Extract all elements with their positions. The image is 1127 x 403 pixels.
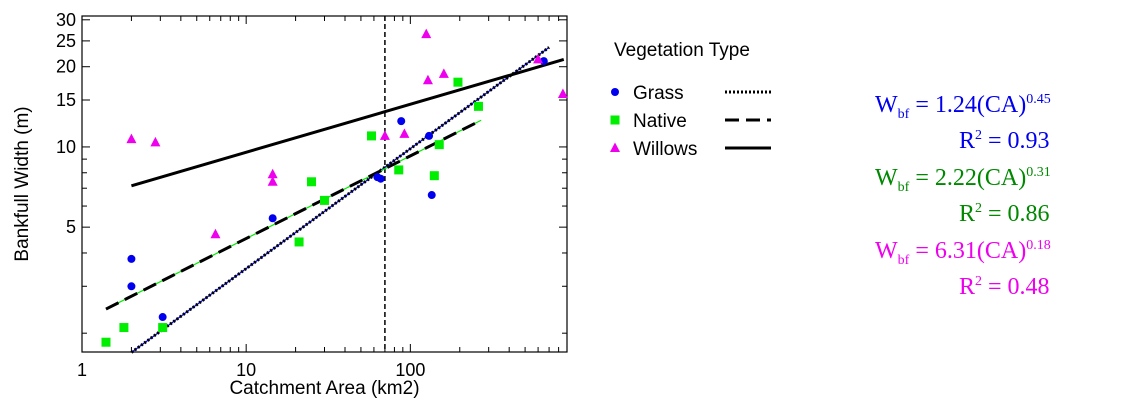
data-point-willows xyxy=(379,130,390,140)
fit-line-native xyxy=(105,118,482,311)
data-point-grass xyxy=(268,214,277,223)
legend-label-native: Native xyxy=(633,111,687,132)
data-point-willows xyxy=(438,68,449,78)
data-point-native xyxy=(294,237,304,247)
data-point-grass xyxy=(376,174,385,183)
data-point-willows xyxy=(267,176,278,186)
data-point-native xyxy=(119,323,129,333)
data-point-native xyxy=(473,101,483,111)
equation-grass: Wbf = 1.24(CA)0.45 xyxy=(875,92,1051,122)
r-squared-native: R2 = 0.86 xyxy=(959,201,1050,227)
equation-willows: Wbf = 6.31(CA)0.18 xyxy=(875,238,1051,268)
data-point-willows xyxy=(399,128,410,138)
data-point-native xyxy=(158,323,168,333)
legend-marker-grass xyxy=(611,88,619,96)
x-tick-label: 10 xyxy=(236,360,256,380)
data-point-willows xyxy=(126,133,137,144)
y-axis-label: Bankfull Width (m) xyxy=(12,106,33,261)
y-tick-label: 5 xyxy=(66,217,76,237)
data-point-native xyxy=(394,165,404,175)
data-point-willows xyxy=(267,168,278,179)
data-point-native xyxy=(434,140,444,150)
data-point-grass xyxy=(397,117,406,126)
data-point-grass xyxy=(127,282,136,291)
fit-line-underlay xyxy=(131,46,550,353)
plot-frame xyxy=(81,15,568,353)
data-point-grass xyxy=(427,191,436,200)
legend-label-grass: Grass xyxy=(633,83,684,104)
data-point-willows xyxy=(422,74,433,85)
y-tick-label: 25 xyxy=(56,31,76,51)
data-point-grass xyxy=(158,313,167,322)
data-point-willows xyxy=(557,88,568,98)
data-point-willows xyxy=(421,28,432,39)
data-point-native xyxy=(429,171,439,181)
data-point-native xyxy=(320,195,329,205)
data-point-grass xyxy=(425,131,434,140)
data-point-native xyxy=(307,177,317,187)
fit-line-willows xyxy=(130,58,565,188)
data-point-native xyxy=(101,337,111,347)
x-axis-label: Catchment Area (km2) xyxy=(229,378,419,399)
x-tick-label: 1 xyxy=(77,360,87,380)
data-point-native xyxy=(367,131,377,141)
y-tick-label: 10 xyxy=(56,137,76,157)
legend-title: Vegetation Type xyxy=(614,40,750,61)
y-tick-label: 15 xyxy=(56,90,76,110)
data-point-willows xyxy=(150,136,161,147)
legend-label-willows: Willows xyxy=(633,139,697,160)
data-point-willows xyxy=(533,53,544,64)
equation-native: Wbf = 2.22(CA)0.31 xyxy=(875,165,1051,195)
legend-marker-native xyxy=(610,115,620,125)
data-point-willows xyxy=(210,228,221,239)
y-tick-label: 30 xyxy=(56,10,76,30)
y-tick-label: 20 xyxy=(56,57,76,77)
r-squared-willows: R2 = 0.48 xyxy=(959,274,1050,300)
data-point-native xyxy=(453,77,463,87)
r-squared-grass: R2 = 0.93 xyxy=(959,128,1050,154)
x-tick-label: 100 xyxy=(395,360,425,380)
data-point-grass xyxy=(127,254,136,263)
legend-marker-willows xyxy=(610,142,620,152)
